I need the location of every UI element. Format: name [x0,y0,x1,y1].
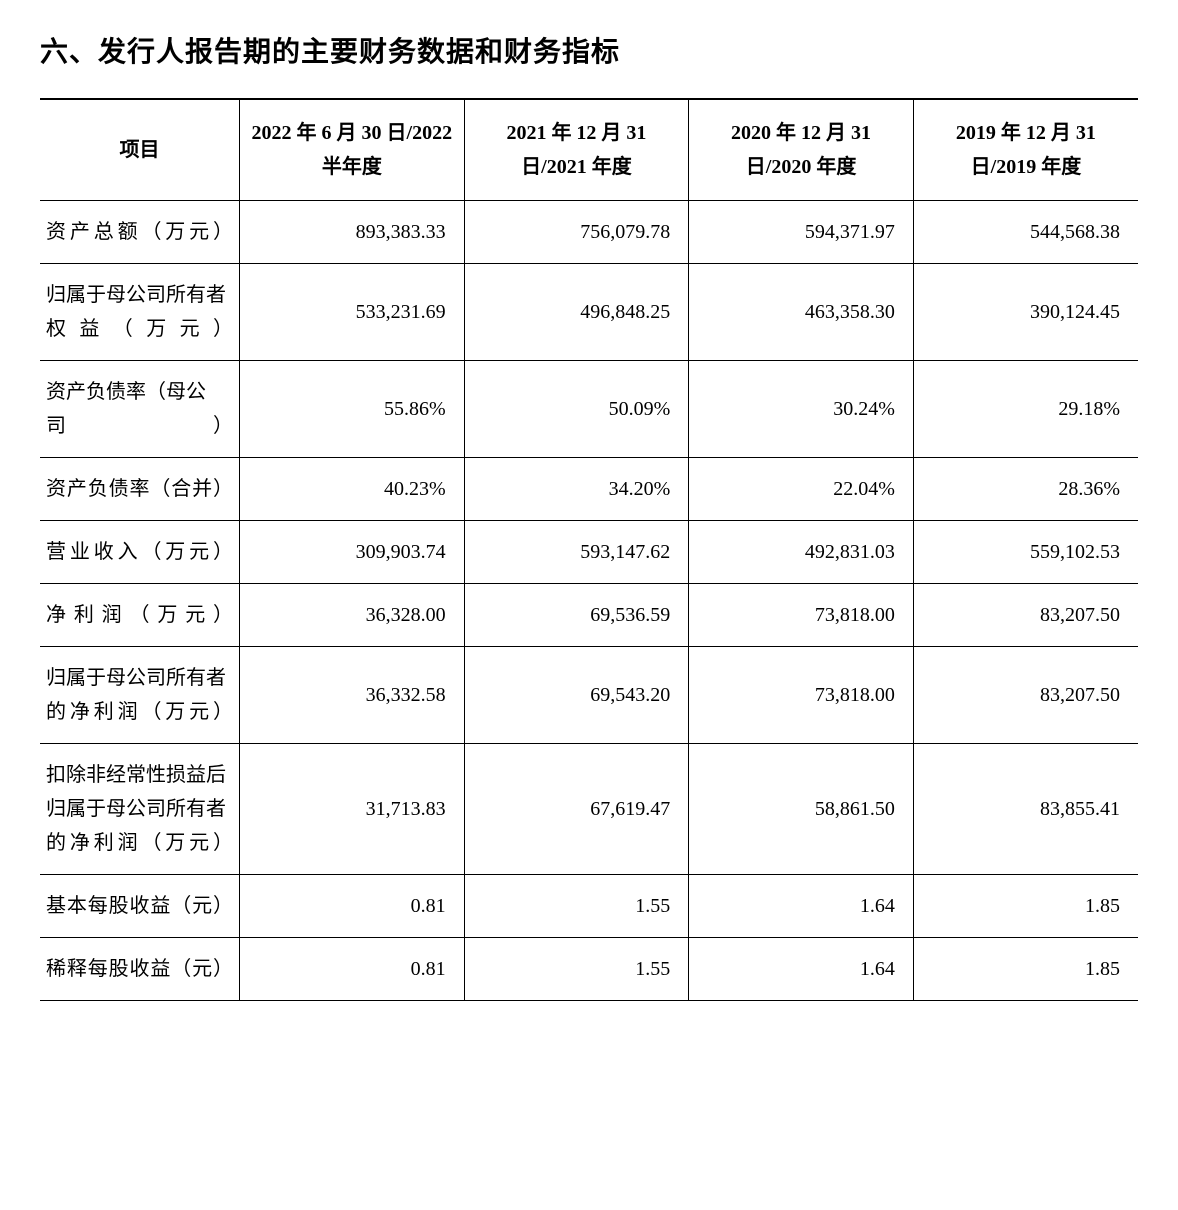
row-value: 73,818.00 [689,647,914,744]
row-value: 1.64 [689,875,914,938]
row-label: 净利润（万元） [40,584,240,647]
table-row: 净利润（万元） 36,328.00 69,536.59 73,818.00 83… [40,584,1138,647]
table-row: 资产总额（万元） 893,383.33 756,079.78 594,371.9… [40,201,1138,264]
row-label: 扣除非经常性损益后归属于母公司所有者的净利润（万元） [40,744,240,875]
row-value: 1.85 [913,938,1138,1001]
row-value: 36,332.58 [240,647,465,744]
row-label: 稀释每股收益（元） [40,938,240,1001]
row-label: 基本每股收益（元） [40,875,240,938]
row-value: 463,358.30 [689,264,914,361]
row-value: 492,831.03 [689,521,914,584]
row-value: 58,861.50 [689,744,914,875]
row-value: 533,231.69 [240,264,465,361]
row-value: 34.20% [464,458,689,521]
row-value: 309,903.74 [240,521,465,584]
row-label: 归属于母公司所有者的净利润（万元） [40,647,240,744]
header-item-label: 项目 [40,99,240,201]
table-row: 扣除非经常性损益后归属于母公司所有者的净利润（万元） 31,713.83 67,… [40,744,1138,875]
row-value: 28.36% [913,458,1138,521]
row-value: 1.55 [464,938,689,1001]
table-row: 资产负债率（合并） 40.23% 34.20% 22.04% 28.36% [40,458,1138,521]
table-row: 归属于母公司所有者权益（万元） 533,231.69 496,848.25 46… [40,264,1138,361]
table-header-row: 项目 2022 年 6 月 30 日/2022 半年度 2021 年 12 月 … [40,99,1138,201]
row-value: 544,568.38 [913,201,1138,264]
table-row: 稀释每股收益（元） 0.81 1.55 1.64 1.85 [40,938,1138,1001]
row-value: 67,619.47 [464,744,689,875]
row-value: 30.24% [689,361,914,458]
row-value: 69,543.20 [464,647,689,744]
table-row: 基本每股收益（元） 0.81 1.55 1.64 1.85 [40,875,1138,938]
header-period-0: 2022 年 6 月 30 日/2022 半年度 [240,99,465,201]
row-value: 390,124.45 [913,264,1138,361]
row-value: 40.23% [240,458,465,521]
row-value: 593,147.62 [464,521,689,584]
header-period-1: 2021 年 12 月 31 日/2021 年度 [464,99,689,201]
row-value: 594,371.97 [689,201,914,264]
row-label: 归属于母公司所有者权益（万元） [40,264,240,361]
row-value: 496,848.25 [464,264,689,361]
financial-data-table: 项目 2022 年 6 月 30 日/2022 半年度 2021 年 12 月 … [40,98,1138,1001]
row-value: 50.09% [464,361,689,458]
row-value: 36,328.00 [240,584,465,647]
row-value: 22.04% [689,458,914,521]
table-row: 归属于母公司所有者的净利润（万元） 36,332.58 69,543.20 73… [40,647,1138,744]
row-value: 29.18% [913,361,1138,458]
table-row: 资产负债率（母公司） 55.86% 50.09% 30.24% 29.18% [40,361,1138,458]
row-label: 资产总额（万元） [40,201,240,264]
table-body: 资产总额（万元） 893,383.33 756,079.78 594,371.9… [40,201,1138,1001]
row-value: 83,855.41 [913,744,1138,875]
row-value: 893,383.33 [240,201,465,264]
row-value: 1.85 [913,875,1138,938]
row-label: 资产负债率（母公司） [40,361,240,458]
table-row: 营业收入（万元） 309,903.74 593,147.62 492,831.0… [40,521,1138,584]
row-value: 83,207.50 [913,584,1138,647]
row-value: 83,207.50 [913,647,1138,744]
header-period-3: 2019 年 12 月 31 日/2019 年度 [913,99,1138,201]
row-value: 1.55 [464,875,689,938]
row-value: 559,102.53 [913,521,1138,584]
row-label: 营业收入（万元） [40,521,240,584]
row-value: 73,818.00 [689,584,914,647]
row-value: 55.86% [240,361,465,458]
row-value: 756,079.78 [464,201,689,264]
row-value: 69,536.59 [464,584,689,647]
section-heading: 六、发行人报告期的主要财务数据和财务指标 [40,30,1138,70]
header-period-2: 2020 年 12 月 31 日/2020 年度 [689,99,914,201]
row-value: 0.81 [240,875,465,938]
row-value: 1.64 [689,938,914,1001]
row-label: 资产负债率（合并） [40,458,240,521]
row-value: 31,713.83 [240,744,465,875]
row-value: 0.81 [240,938,465,1001]
